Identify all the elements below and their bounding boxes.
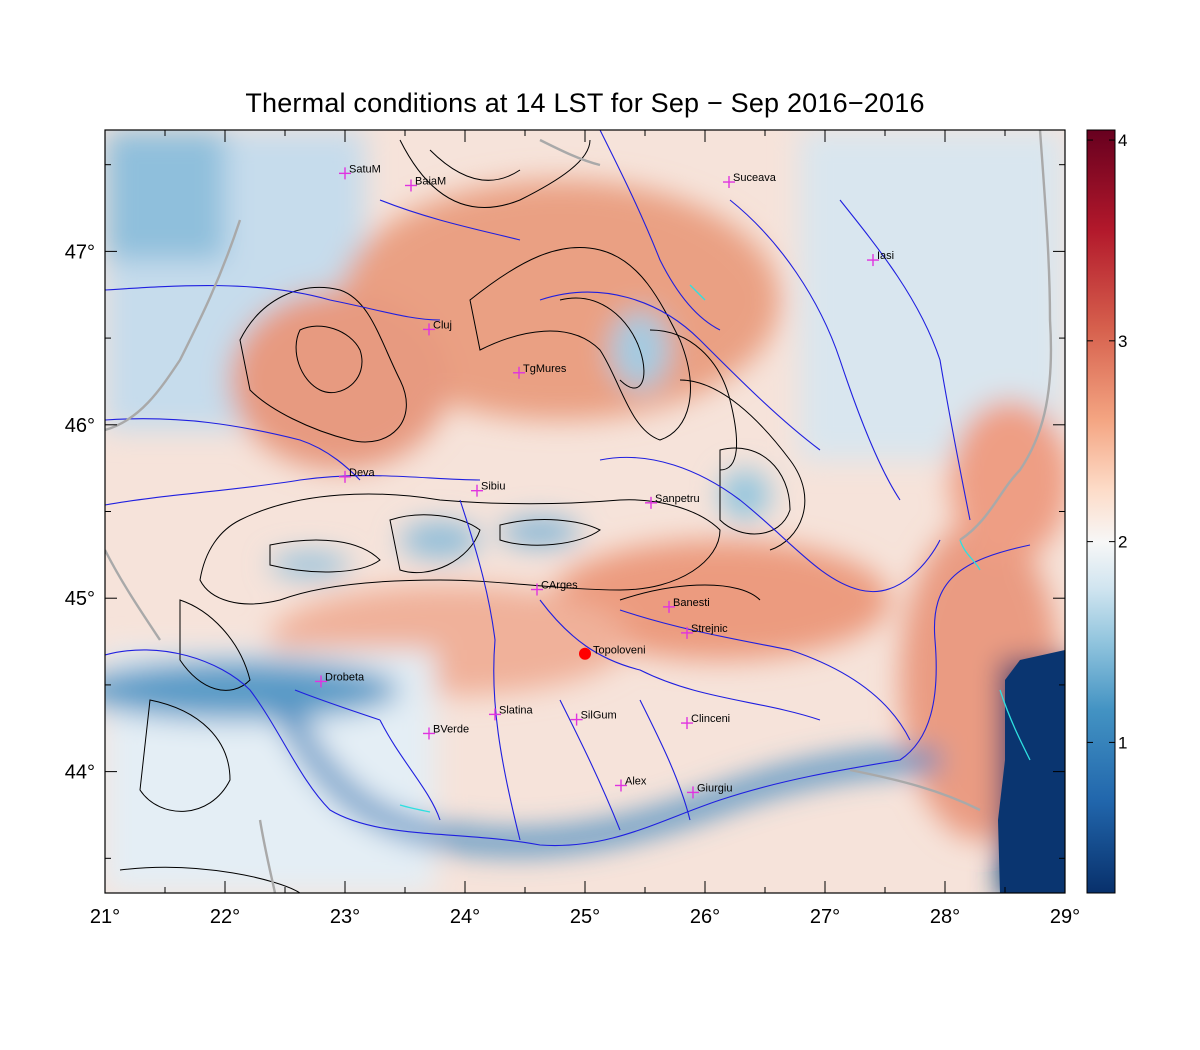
x-tick-label: 29°: [1050, 906, 1080, 928]
y-tick-label: 44°: [65, 762, 95, 784]
station-label: Sibiu: [481, 481, 505, 493]
station-label: SilGum: [581, 710, 617, 722]
station-label: Clinceni: [691, 713, 730, 725]
station: Cluj: [423, 319, 452, 336]
station-label: CArges: [541, 580, 578, 592]
station: Slatina: [489, 704, 534, 721]
station-label: Drobeta: [325, 671, 365, 683]
red-dot-icon: [579, 647, 591, 660]
y-tick-label: 46°: [65, 415, 95, 437]
station: Iasi: [867, 250, 894, 267]
station-label: Iasi: [877, 250, 894, 262]
station-label: TgMures: [523, 363, 567, 375]
colorbar-tick-label: 3: [1118, 332, 1127, 351]
station-label: Alex: [625, 775, 647, 787]
x-tick-label: 23°: [330, 906, 360, 928]
x-tick-label: 24°: [450, 906, 480, 928]
station: TgMures: [513, 363, 567, 379]
map-title: Thermal conditions at 14 LST for Sep − S…: [245, 88, 925, 118]
colorbar-tick-label: 4: [1118, 131, 1127, 150]
highlight-station-label: Topoloveni: [593, 645, 646, 657]
station: CArges: [531, 580, 578, 596]
colorbar-ticks: 1 2 3 4: [1087, 131, 1127, 752]
station-label: BaiaM: [415, 175, 446, 187]
x-tick-label: 25°: [570, 906, 600, 928]
colorbar-tick-label: 2: [1118, 533, 1127, 552]
station: BaiaM: [405, 175, 446, 192]
station: Strejnic: [681, 623, 728, 639]
colorbar-tick-label: 1: [1118, 733, 1127, 752]
x-tick-label: 28°: [930, 906, 960, 928]
station: Drobeta: [315, 671, 365, 688]
station: Suceava: [723, 172, 777, 189]
x-tick-label: 22°: [210, 906, 240, 928]
station-markers: SatuM BaiaM Suceava Iasi Cluj TgMures Deva Sibi…: [315, 163, 894, 799]
station: Banesti: [663, 597, 710, 613]
station-label: BVerde: [433, 723, 469, 735]
station-label: Strejnic: [691, 623, 728, 635]
y-tick-label: 47°: [65, 241, 95, 263]
station-label: Giurgiu: [697, 782, 732, 794]
colorbar: [1086, 129, 1116, 894]
station: BVerde: [423, 723, 469, 740]
station-label: Suceava: [733, 172, 777, 184]
x-tick-label: 26°: [690, 906, 720, 928]
station: Giurgiu: [687, 782, 732, 799]
axis-ticks: 21° 22° 23° 24° 25° 26° 27° 28° 29° 44° 45° 46° 47°: [65, 130, 1080, 928]
station: Alex: [615, 775, 647, 792]
station-label: Slatina: [499, 704, 534, 716]
x-tick-label: 21°: [90, 906, 120, 928]
lakes-coast: [399, 284, 1031, 813]
rivers: [105, 130, 1031, 847]
temperature-field: [105, 130, 1065, 893]
station-label: Sanpetru: [655, 493, 700, 505]
station: Sanpetru: [645, 493, 700, 509]
borders: [105, 130, 1053, 893]
station-label: Banesti: [673, 597, 710, 609]
station: Clinceni: [681, 713, 730, 730]
station: Sibiu: [471, 481, 505, 497]
station-label: Cluj: [433, 319, 452, 331]
y-tick-label: 45°: [65, 588, 95, 610]
station: SatuM: [339, 163, 381, 180]
elevation-contours: [119, 139, 806, 893]
station: SilGum: [570, 710, 617, 726]
station-label: SatuM: [349, 163, 381, 175]
station-label: Deva: [349, 467, 376, 479]
x-tick-label: 27°: [810, 906, 840, 928]
station: Deva: [339, 467, 376, 483]
highlight-station: Topoloveni: [579, 645, 646, 660]
